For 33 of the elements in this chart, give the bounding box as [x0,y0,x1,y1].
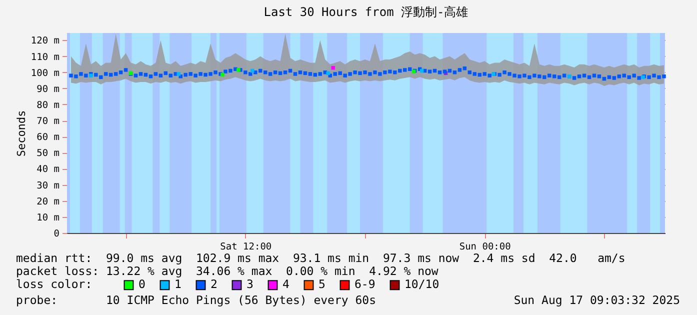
y-tick-label: 110 m [30,52,60,63]
y-tick-label: 10 m [36,212,60,224]
legend-label: 5 [318,277,326,292]
point [176,72,180,76]
legend-label: 6-9 [354,277,376,292]
y-tick-label: 60 m [36,132,60,144]
point [250,68,254,73]
y-tick-label: 50 m [36,148,60,160]
text: probe: 10 ICMP Echo Pings (56 Bytes) every 60s [16,293,376,307]
legend-label: 1 [174,277,182,292]
x-tick-label: Sun 00:00 [459,242,512,252]
y-tick-label: 40 m [36,164,60,176]
y-tick-label: 30 m [36,180,60,192]
text: packet loss: 13.22 % avg 34.06 % max 0.00 % min 4.92 % now [16,264,438,278]
y-axis-title: Seconds [14,110,28,157]
legend-label: 3 [246,277,254,292]
chart-title: Last 30 Hours from 浮動制-高雄 [264,5,468,19]
y-tick-label: 100 m [30,68,60,79]
legend-label: 4 [282,277,290,292]
legend-label: 10/10 [404,277,440,292]
y-tick-label: 90 m [36,84,60,95]
y-tick-label: 0 [54,228,60,240]
x-tick-label: Sat 12:00 [220,242,272,252]
y-tick-label: 80 m [36,100,60,111]
point [331,66,335,70]
y-tick-label: 70 m [36,116,60,128]
text: median rtt: 99.0 ms avg 102.9 ms max 93.1 ms min 97.3 ms now 2.4 ms sd 42.0 am/s [16,251,626,265]
y-tick-label: 20 m [36,196,60,208]
y-tick-label: 120 m [30,36,60,47]
legend-label: 2 [210,277,218,292]
text: Sun Aug 17 09:03:32 2025 [514,293,680,307]
legend-title: loss color: [16,277,92,291]
legend-label: 0 [138,277,146,292]
